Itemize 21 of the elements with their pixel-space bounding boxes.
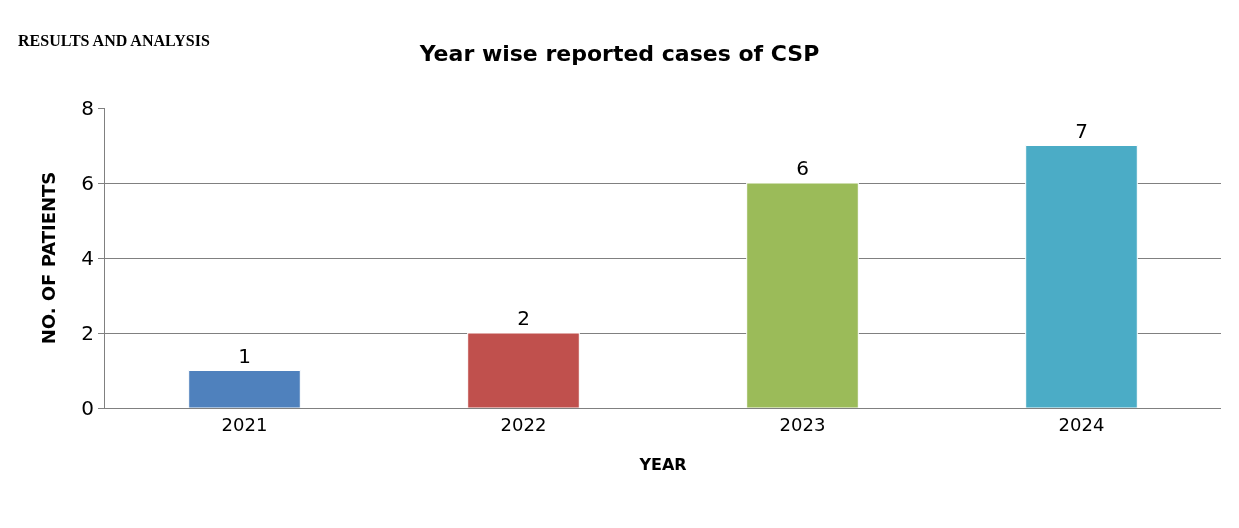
x-tick-label: 2021 [221, 413, 268, 435]
y-tick-label: 0 [81, 396, 94, 420]
bar [467, 332, 580, 408]
x-tick-label: 2024 [1058, 413, 1105, 435]
bar [746, 182, 859, 408]
y-tick-label: 8 [81, 96, 94, 120]
data-label: 1 [238, 343, 251, 368]
x-tick-label: 2022 [500, 413, 547, 435]
x-tick-label: 2023 [779, 413, 826, 435]
text: RESULTS AND ANALYSIS [18, 32, 210, 49]
y-tick-label: 2 [81, 321, 94, 345]
data-label: 7 [1075, 118, 1088, 143]
chart-title: Year wise reported cases of CSP [418, 40, 820, 66]
bar [188, 370, 301, 408]
bar [1025, 145, 1138, 408]
x-axis-title: YEAR [638, 455, 687, 475]
y-axis-title: NO. OF PATIENTS [38, 171, 60, 345]
y-tick-label: 4 [81, 246, 94, 270]
data-label: 6 [796, 156, 809, 180]
data-label: 2 [517, 306, 530, 330]
y-tick-label: 6 [81, 171, 94, 195]
